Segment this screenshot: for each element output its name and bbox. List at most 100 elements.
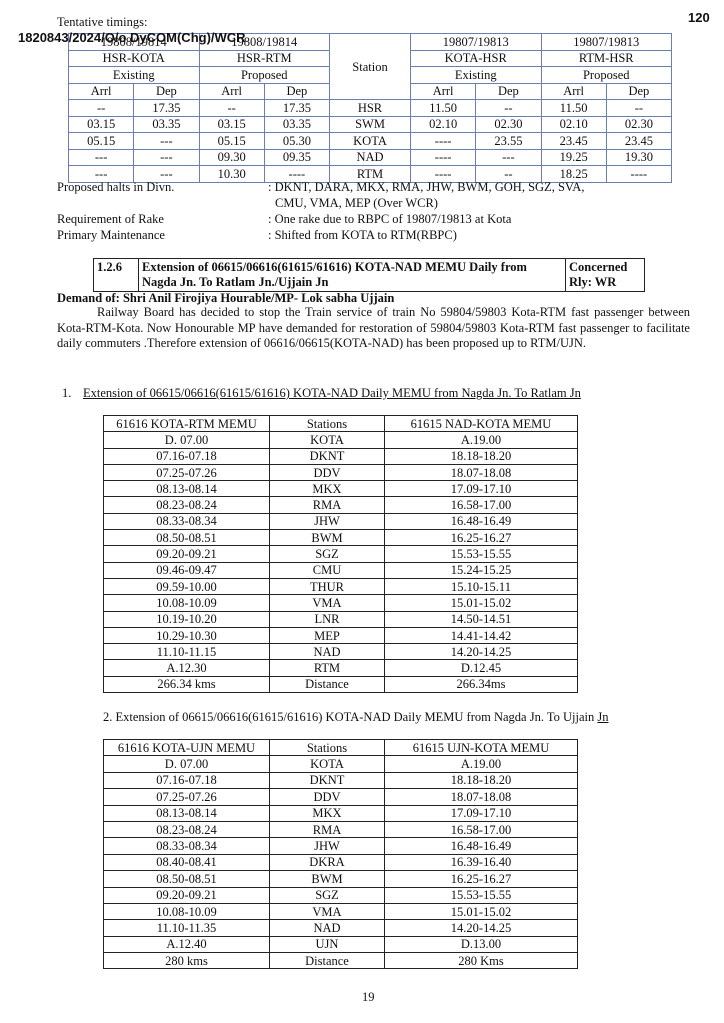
- subheader: Dep: [605, 82, 673, 100]
- time: 02.30: [475, 115, 542, 133]
- station: BWM: [269, 529, 385, 547]
- timing: 15.53-15.55: [384, 545, 578, 563]
- timing: 18.18-18.20: [384, 771, 578, 790]
- time: --: [475, 99, 542, 117]
- section-2-underlined: Jn: [597, 710, 609, 724]
- time: 05.15: [67, 132, 135, 150]
- timing: 16.48-16.49: [384, 512, 578, 531]
- data-row: --- --- 10.30 ---- RTM ---- -- 18.25 ----: [67, 165, 673, 183]
- station: DDV: [269, 463, 385, 482]
- time: --: [198, 99, 265, 117]
- time: --: [605, 99, 673, 117]
- data-row: D. 07.00 KOTA A.19.00: [103, 755, 578, 773]
- data-row: 08.40-08.41 DKRA 16.39-16.40: [103, 853, 578, 872]
- item-concerned: Concerned Rly: WR: [565, 258, 645, 292]
- timing: 14.20-14.25: [384, 643, 578, 661]
- time: ----: [605, 165, 673, 183]
- time: 05.15: [198, 132, 265, 150]
- station: NAD: [269, 643, 385, 661]
- data-row: 11.10-11.15 NAD 14.20-14.25: [103, 643, 578, 661]
- section-1-number: 1.: [62, 386, 72, 400]
- station: NAD: [269, 919, 385, 937]
- status: Proposed: [198, 66, 330, 84]
- time: ---: [67, 148, 135, 166]
- time: 23.55: [475, 132, 542, 150]
- timing: 15.53-15.55: [384, 886, 578, 904]
- subheader: Dep: [133, 82, 200, 100]
- station: RTM: [329, 165, 411, 183]
- stamp: 1820843/2024/O/o DyCOM(Chg)/WCR: [18, 30, 246, 45]
- timing: A.19.00: [384, 755, 578, 773]
- column-header: 61616 KOTA-RTM MEMU: [103, 414, 270, 433]
- timing: 11.10-11.35: [103, 919, 270, 937]
- data-row: A.12.40 UJN D.13.00: [103, 935, 578, 954]
- timing: A.19.00: [384, 431, 578, 449]
- data-row: 10.08-10.09 VMA 15.01-15.02: [103, 594, 578, 612]
- timing: 16.58-17.00: [384, 820, 578, 839]
- timing: 15.01-15.02: [384, 902, 578, 921]
- data-row: 07.16-07.18 DKNT 18.18-18.20: [103, 771, 578, 790]
- data-row: 09.20-09.21 SGZ 15.53-15.55: [103, 886, 578, 904]
- time: 18.25: [540, 165, 607, 183]
- timing: 08.23-08.24: [103, 820, 270, 839]
- time: ---: [67, 165, 135, 183]
- timing: 07.25-07.26: [103, 788, 270, 806]
- data-row: 266.34 kms Distance 266.34ms: [103, 675, 578, 694]
- time: 03.15: [198, 115, 265, 133]
- timing: 10.08-10.09: [103, 594, 270, 612]
- station: SWM: [329, 115, 411, 133]
- timing: 08.23-08.24: [103, 496, 270, 514]
- header-row: 61616 KOTA-UJN MEMU Stations 61615 UJN-KOT…: [103, 738, 578, 757]
- column-header: Stations: [269, 738, 385, 757]
- timing: 09.46-09.47: [103, 561, 270, 579]
- station: MKX: [269, 480, 385, 498]
- station: KOTA: [269, 431, 385, 449]
- time: 09.30: [198, 148, 265, 166]
- status: Proposed: [540, 66, 672, 84]
- section-1-heading: Extension of 06615/06616(61615/61616) KO…: [83, 386, 581, 400]
- timing-table: 19808/19814 19808/19814 Station 19807/19813…: [67, 33, 673, 183]
- station: Distance: [269, 952, 385, 970]
- subheader: Dep: [263, 82, 331, 100]
- paragraph: Railway Board has decided to stop the Tr…: [57, 305, 690, 350]
- route: KOTA-HSR: [410, 49, 542, 67]
- timing: 16.25-16.27: [384, 870, 578, 888]
- timing: 08.33-08.34: [103, 837, 270, 855]
- station: RTM: [269, 659, 385, 677]
- train-number: 19807/19813: [540, 33, 672, 51]
- subheader: Arrl: [540, 82, 607, 100]
- status: Existing: [410, 66, 542, 84]
- data-row: 09.20-09.21 SGZ 15.53-15.55: [103, 545, 578, 563]
- time: 05.30: [263, 132, 331, 150]
- time: ----: [263, 165, 331, 183]
- timing: 08.13-08.14: [103, 480, 270, 498]
- status: Existing: [68, 66, 200, 84]
- train-number: 19807/19813: [410, 33, 542, 51]
- footer-page: 19: [362, 990, 375, 1004]
- timing: 16.39-16.40: [384, 853, 578, 872]
- data-row: A.12.30 RTM D.12.45: [103, 659, 578, 677]
- station: JHW: [269, 512, 385, 531]
- data-row: 07.16-07.18 DKNT 18.18-18.20: [103, 447, 578, 465]
- timing: 15.01-15.02: [384, 594, 578, 612]
- data-row: 08.33-08.34 JHW 16.48-16.49: [103, 512, 578, 531]
- timing: 08.40-08.41: [103, 853, 270, 872]
- timing: 14.50-14.51: [384, 610, 578, 628]
- info-value: CMU, VMA, MEP (Over WCR): [275, 196, 438, 210]
- timing: 07.25-07.26: [103, 463, 270, 482]
- time: ---: [475, 148, 542, 166]
- timing: 14.41-14.42: [384, 626, 578, 645]
- time: 03.15: [67, 115, 135, 133]
- time: 02.10: [540, 115, 607, 133]
- station: VMA: [269, 902, 385, 921]
- timing: 10.29-10.30: [103, 626, 270, 645]
- data-row: 08.23-08.24 RMA 16.58-17.00: [103, 496, 578, 514]
- station-header: Station: [329, 33, 411, 100]
- route: HSR-RTM: [198, 49, 330, 67]
- timing: 266.34 kms: [103, 675, 270, 694]
- station: DKRA: [269, 853, 385, 872]
- column-header: 61615 UJN-KOTA MEMU: [384, 738, 578, 757]
- station: KOTA: [329, 132, 411, 150]
- timing: 266.34ms: [384, 675, 578, 694]
- time: 19.25: [540, 148, 607, 166]
